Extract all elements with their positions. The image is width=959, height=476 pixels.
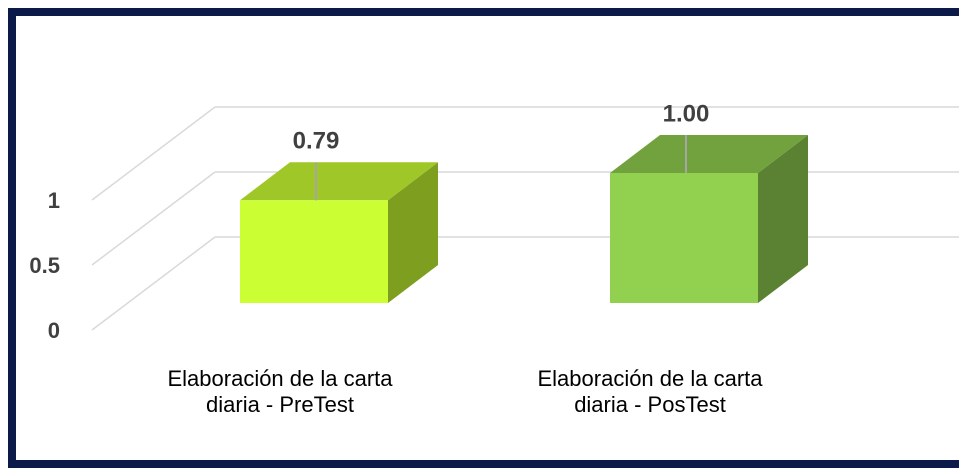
- x-tick-label: Elaboración de la carta: [537, 366, 763, 391]
- value-label: 0.79: [293, 128, 340, 155]
- y-tick-label: 0.5: [29, 253, 60, 278]
- bar: [610, 173, 758, 303]
- value-label: 1.00: [663, 100, 710, 127]
- x-tick-label: diaria - PreTest: [206, 392, 354, 417]
- y-tick-label: 1: [48, 188, 60, 213]
- grid-line: [91, 106, 216, 201]
- chart-frame: [8, 8, 959, 468]
- bar: [240, 200, 388, 303]
- bar-side: [758, 135, 808, 303]
- bar-side: [388, 162, 438, 303]
- x-tick-label: diaria - PosTest: [574, 392, 726, 417]
- grid-line: [91, 171, 216, 266]
- grid-line: [91, 236, 216, 331]
- y-tick-label: 0: [48, 318, 60, 343]
- bar-top: [240, 162, 438, 201]
- bar-top: [610, 135, 808, 173]
- x-tick-label: Elaboración de la carta: [167, 366, 393, 391]
